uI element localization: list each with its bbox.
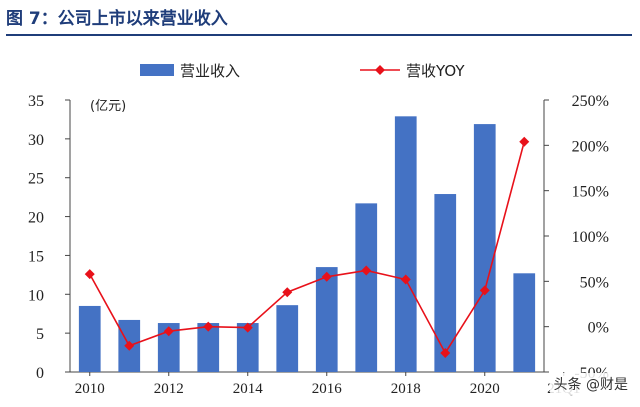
yoy-line [89, 141, 526, 355]
yoy-point [479, 285, 490, 296]
yoy-point [361, 265, 372, 276]
bar [78, 305, 101, 372]
yoy-point [321, 271, 332, 282]
yoy-point [84, 269, 95, 280]
yoy-point [440, 347, 451, 358]
x-tick-label: 2016 [312, 381, 343, 397]
yoy-point [203, 321, 214, 332]
y-left-tick-label: 15 [28, 248, 44, 265]
y-left-tick-label: 10 [28, 287, 44, 304]
y-right-tick-label: 0% [588, 320, 609, 337]
y-left-tick-label: 25 [28, 171, 44, 188]
line-series [84, 136, 530, 358]
title-rule [6, 34, 632, 36]
legend-label-yoy: 营收YOY [406, 62, 465, 80]
y-left-tick-label: 30 [28, 132, 44, 149]
legend-label-revenue: 营业收入 [180, 62, 240, 80]
x-tick-label: 2014 [233, 381, 264, 397]
legend-swatch-revenue [140, 64, 174, 76]
bar [276, 305, 299, 372]
figure-title: 图 7：公司上市以来营业收入 [6, 9, 228, 29]
y-right-tick-label: 150% [572, 184, 609, 201]
legend-marker-yoy [375, 65, 385, 75]
bar [513, 273, 536, 372]
watermark: 头条 @财是 [549, 373, 632, 395]
yoy-point [163, 326, 174, 337]
y-left-tick-label: 0 [36, 365, 44, 382]
x-tick-label: 2018 [391, 381, 421, 397]
y-unit-label: (亿元) [90, 99, 126, 114]
yoy-point [124, 340, 135, 351]
bar [434, 194, 457, 372]
bar [236, 323, 259, 372]
yoy-point [400, 274, 411, 285]
legend: 营业收入 营收YOY [140, 62, 465, 80]
bar [315, 267, 338, 372]
bar [473, 124, 496, 372]
y-left-tick-label: 35 [28, 93, 44, 110]
y-right-tick-label: 250% [572, 93, 609, 110]
bar [355, 203, 378, 372]
axes [65, 99, 565, 376]
x-tick-label: 2012 [154, 381, 184, 397]
y-left-tick-label: 5 [36, 326, 44, 343]
y-right-tick-label: 50% [580, 274, 609, 291]
yoy-point [282, 287, 293, 298]
y-left-tick-label: 20 [28, 210, 44, 227]
bar-series [78, 116, 536, 372]
x-tick-label: 2020 [470, 381, 500, 397]
yoy-point [242, 322, 253, 333]
y-right-tick-label: 200% [572, 138, 609, 155]
bar [394, 116, 417, 372]
bar [197, 323, 220, 372]
y-right-tick-label: 100% [572, 229, 609, 246]
x-tick-label: 2010 [75, 381, 105, 397]
yoy-point [519, 136, 530, 147]
bar [157, 323, 180, 372]
